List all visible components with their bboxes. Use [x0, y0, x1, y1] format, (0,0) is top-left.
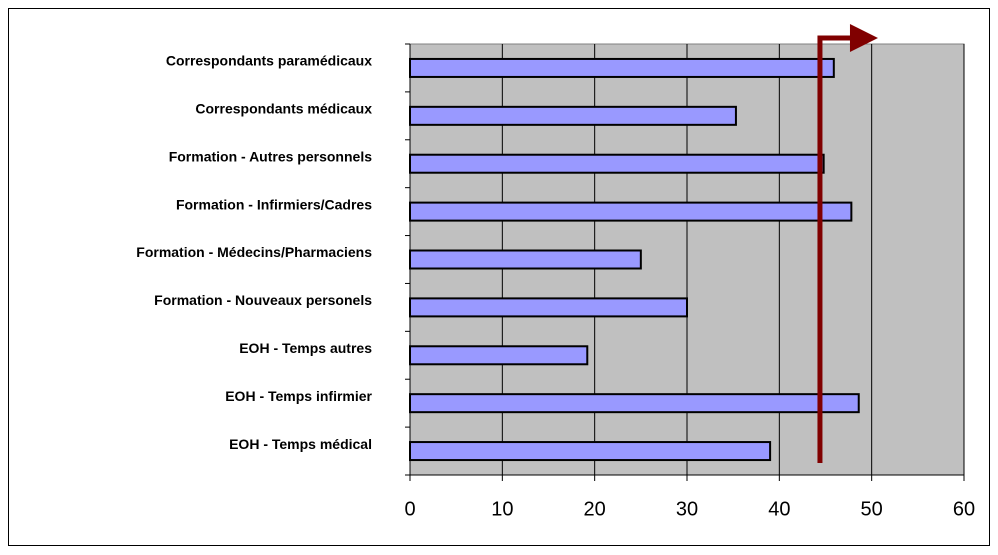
bar	[409, 201, 853, 222]
bar	[409, 297, 688, 318]
y-tick-label: Correspondants paramédicaux	[166, 53, 372, 69]
x-tick-label: 50	[861, 498, 883, 520]
bar	[409, 57, 835, 78]
reference-line	[817, 35, 856, 463]
y-tick-label: Formation - Infirmiers/Cadres	[176, 196, 372, 212]
y-tick-label: Formation - Médecins/Pharmaciens	[136, 244, 372, 260]
x-tick-label: 40	[768, 498, 790, 520]
y-tick-label: Correspondants médicaux	[195, 101, 372, 117]
y-tick-label: EOH - Temps infirmier	[225, 388, 372, 404]
bar	[409, 105, 737, 126]
y-tick-label: Formation - Nouveaux personels	[154, 292, 372, 308]
y-tick-label: EOH - Temps autres	[239, 340, 372, 356]
bar	[409, 393, 860, 414]
y-tick-label: Formation - Autres personnels	[169, 148, 373, 164]
bar	[409, 153, 825, 174]
x-tick-label: 60	[953, 498, 975, 520]
bar	[409, 249, 642, 270]
reference-arrow-head	[849, 24, 878, 52]
x-tick-label: 10	[491, 498, 513, 520]
y-tick-label: EOH - Temps médical	[229, 436, 372, 452]
bar	[409, 345, 589, 366]
x-tick-label: 20	[584, 498, 606, 520]
x-tick-label: 0	[404, 498, 415, 520]
bar	[409, 441, 772, 462]
x-tick-label: 30	[676, 498, 698, 520]
